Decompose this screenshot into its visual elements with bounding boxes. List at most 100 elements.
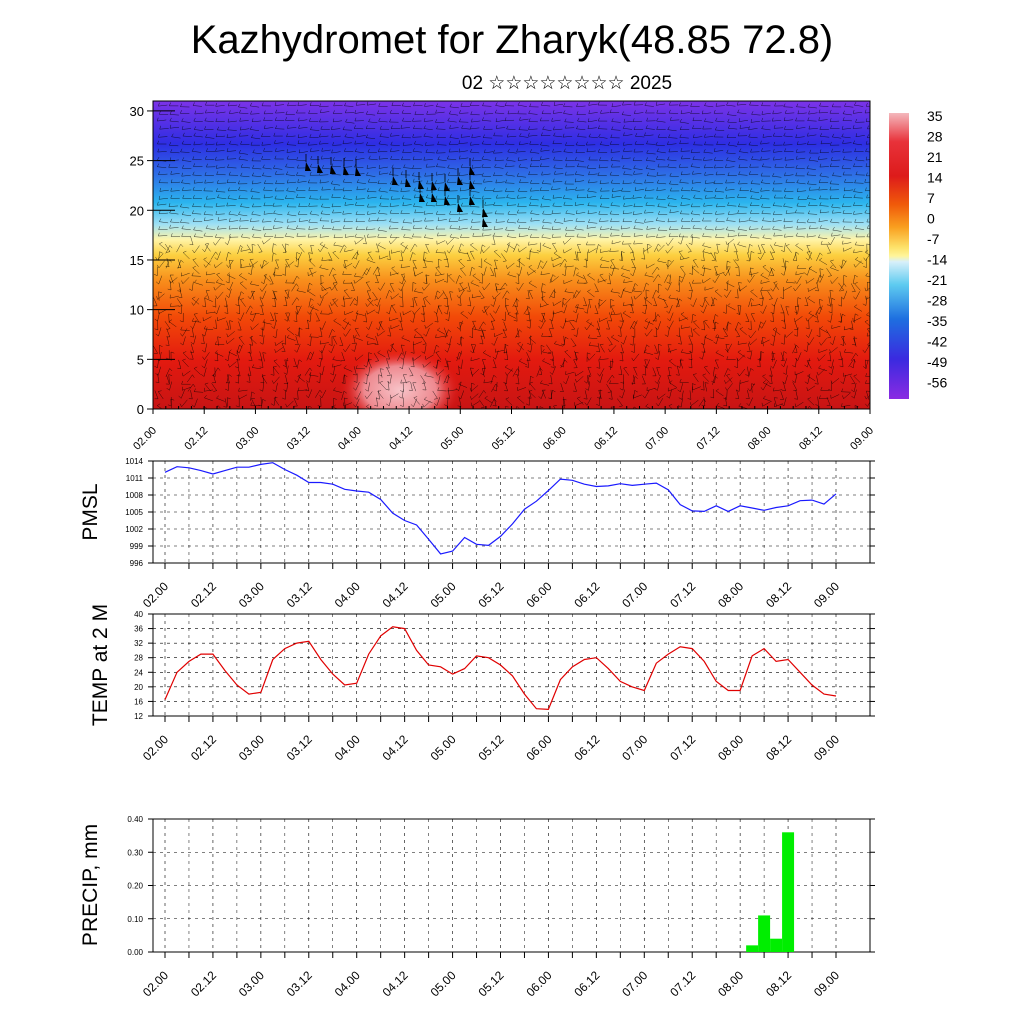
wind-barb [273, 360, 281, 368]
wind-barb-feather [681, 324, 683, 329]
wind-barb-feather [797, 141, 799, 145]
wind-barb-feather [251, 211, 254, 215]
wind-barb [170, 173, 180, 175]
wind-barb-feather [212, 305, 216, 308]
wind-barb [563, 106, 573, 108]
wind-barb [263, 321, 265, 331]
wind-barb [611, 336, 620, 342]
wind-barb-feather [412, 225, 415, 229]
wind-barb [460, 337, 462, 347]
wind-barb-feather [528, 132, 530, 137]
wind-pennant [355, 167, 361, 176]
wind-barb [549, 274, 554, 284]
wind-barb-feather [503, 249, 507, 253]
wind-barb-feather [481, 117, 484, 121]
wind-barb-feather [259, 366, 264, 368]
wind-barb [739, 328, 747, 336]
wind-barb [702, 277, 711, 284]
wind-barb-feather [165, 344, 170, 346]
wind-barb-feather [852, 125, 855, 129]
wind-barb-feather [435, 109, 437, 114]
wind-barb [204, 181, 214, 184]
wind-barb [293, 397, 298, 407]
wind-barb [264, 127, 274, 129]
wind-barb-feather [737, 232, 740, 237]
wind-barb-feather [204, 155, 207, 160]
wind-barb [550, 390, 553, 400]
wind-barb-feather [819, 326, 823, 329]
wind-barb [333, 390, 343, 393]
wind-barb [560, 383, 564, 392]
wind-barb-feather [751, 156, 754, 160]
wind-barb [204, 352, 210, 360]
wind-barb-feather [159, 110, 161, 115]
wind-barb [751, 114, 761, 116]
wind-barb-feather [391, 304, 396, 306]
wind-barb [552, 228, 562, 230]
wind-barb-feather [692, 328, 697, 331]
wind-barb-feather [865, 380, 867, 384]
wind-barb [413, 220, 423, 223]
wind-barb-feather [724, 380, 726, 384]
wind-barb-feather [275, 125, 278, 129]
wind-barb-feather [399, 404, 404, 407]
wind-barb-feather [723, 404, 727, 407]
wind-barb [864, 212, 870, 214]
wind-barb [786, 365, 788, 375]
wind-barb [667, 197, 677, 200]
wind-barb-feather [738, 180, 740, 185]
wind-barb-feather [528, 226, 530, 230]
wind-barb-feather [469, 336, 473, 338]
wind-barb-feather [783, 203, 786, 207]
wind-barb-feather [808, 186, 811, 191]
wind-barb-feather [750, 267, 754, 269]
wind-barb [447, 204, 457, 206]
wind-barb-feather [434, 321, 439, 323]
wind-barb [227, 167, 237, 169]
wind-barb-feather [550, 359, 554, 361]
wind-barb-feather [423, 156, 426, 161]
wind-barb [587, 304, 589, 314]
wind-barb [239, 227, 249, 230]
wind-barb [651, 266, 658, 275]
wind-barb-feather [471, 210, 474, 214]
wind-barb [356, 354, 364, 361]
wind-barb [623, 303, 633, 306]
wind-barb-feather [192, 156, 195, 160]
wind-barb-feather [704, 171, 706, 176]
wind-barb [621, 352, 624, 362]
wind-barb [786, 281, 796, 284]
wind-barb-feather [633, 287, 636, 292]
wind-barb [194, 398, 198, 408]
wind-barb [214, 283, 222, 291]
wind-barb [690, 327, 693, 337]
wind-barb [815, 306, 821, 315]
wind-barb-feather [413, 140, 417, 145]
wind-barb [423, 400, 431, 408]
wind-barb [251, 323, 259, 330]
wind-barb-feather [748, 217, 751, 221]
wind-barb-feather [577, 163, 580, 167]
wind-pennant [392, 176, 398, 185]
wind-barb [807, 120, 817, 122]
wind-barb [761, 320, 767, 329]
wind-barb [739, 380, 749, 384]
wind-barb-feather [634, 283, 638, 286]
wind-barb [181, 399, 188, 407]
wind-barb [432, 390, 438, 399]
wind-barb [816, 375, 819, 385]
wind-barb-feather [425, 202, 428, 206]
wind-barb-feather [818, 117, 820, 121]
wind-barb-feather [342, 126, 345, 130]
wind-barb [366, 113, 376, 116]
wind-barb [331, 174, 341, 176]
wind-barb-feather [528, 265, 532, 268]
wind-barb-feather [271, 380, 274, 384]
wind-barb [379, 136, 389, 138]
wind-barb [252, 236, 262, 239]
wind-barb [645, 128, 655, 130]
wind-barb-feather [378, 187, 381, 191]
wind-barb-feather [714, 164, 716, 169]
wind-barb-feather [240, 163, 243, 168]
wind-barb-feather [553, 164, 556, 168]
